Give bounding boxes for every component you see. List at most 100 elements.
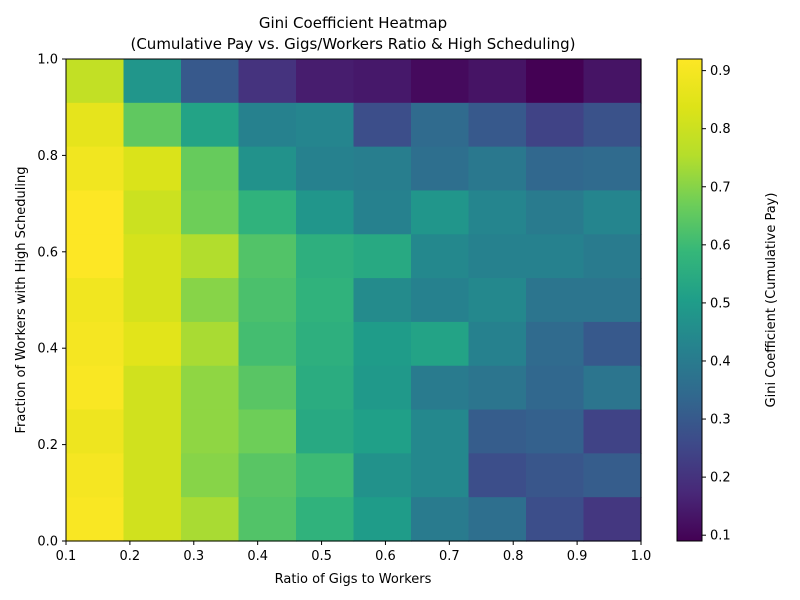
heatmap-cell [123, 102, 182, 148]
colorbar-tick-label: 0.4 [710, 354, 731, 369]
x-tick-label: 0.9 [567, 549, 588, 564]
heatmap-cell [66, 278, 125, 323]
heatmap-cell [123, 365, 182, 411]
heatmap-cell [468, 409, 527, 454]
chart-title-line2: (Cumulative Pay vs. Gigs/Workers Ratio &… [130, 35, 575, 53]
heatmap-cell [66, 146, 125, 192]
heatmap-cell [526, 321, 585, 367]
heatmap-cell [66, 453, 125, 498]
heatmap-cell [181, 234, 240, 279]
heatmap-cell [411, 278, 470, 323]
heatmap-cell [583, 365, 642, 411]
heatmap-cell [468, 102, 527, 148]
heatmap-cell [468, 190, 527, 235]
heatmap-cell [411, 497, 470, 542]
heatmap-cell [526, 365, 585, 411]
y-tick-label: 0.2 [37, 438, 58, 453]
heatmap-cell [468, 497, 527, 542]
heatmap-cell [238, 234, 297, 279]
x-tick-label: 0.6 [375, 549, 396, 564]
heatmap-cell [181, 409, 240, 454]
heatmap-cell [181, 102, 240, 148]
heatmap-cell [296, 102, 355, 148]
heatmap-cell [296, 321, 355, 367]
colorbar-tick-label: 0.1 [710, 529, 731, 544]
y-tick-label: 0.4 [37, 342, 58, 357]
heatmap-cell [468, 453, 527, 498]
heatmap-cell [238, 321, 297, 367]
heatmap-cell [526, 102, 585, 148]
heatmap-cell [353, 321, 412, 367]
heatmap-cell [238, 409, 297, 454]
heatmap-cell [66, 234, 125, 279]
colorbar [676, 58, 703, 542]
y-tick-label: 0.0 [37, 535, 58, 550]
heatmap-cell [123, 321, 182, 367]
heatmap-cell [353, 190, 412, 235]
heatmap-cell [66, 321, 125, 367]
heatmap-cell [583, 102, 642, 148]
heatmap-cell [353, 409, 412, 454]
heatmap-cell [238, 59, 297, 104]
heatmap-cell [181, 453, 240, 498]
colorbar-tick-label: 0.6 [710, 238, 731, 253]
colorbar-tick-label: 0.5 [710, 296, 731, 311]
heatmap-cell [353, 497, 412, 542]
heatmap-cell [411, 365, 470, 411]
x-tick-label: 0.1 [56, 549, 77, 564]
heatmap-cell [66, 365, 125, 411]
heatmap-cell [468, 59, 527, 104]
heatmap-cell [123, 409, 182, 454]
heatmap-cell [296, 453, 355, 498]
heatmap-cell [353, 59, 412, 104]
x-tick-label: 0.4 [247, 549, 268, 564]
y-tick-label: 1.0 [37, 53, 58, 68]
heatmap-cell [583, 321, 642, 367]
x-axis-ticks: 0.1 0.2 0.3 0.4 0.5 0.6 0.7 0.8 0.9 1.0 [56, 541, 652, 564]
heatmap-cell [123, 59, 182, 104]
heatmap-cell [468, 321, 527, 367]
heatmap-cell [583, 59, 642, 104]
y-axis-label: Fraction of Workers with High Scheduling [14, 167, 29, 434]
heatmap-cell [411, 102, 470, 148]
heatmap-cell [353, 234, 412, 279]
heatmap-cell [123, 453, 182, 498]
heatmap-cell [353, 453, 412, 498]
heatmap-cell [296, 146, 355, 192]
heatmap-cell [526, 497, 585, 542]
x-tick-label: 0.3 [183, 549, 204, 564]
heatmap-cell [66, 102, 125, 148]
heatmap-cell [238, 453, 297, 498]
heatmap-cell [526, 453, 585, 498]
heatmap-cell [238, 278, 297, 323]
heatmap-cell [411, 190, 470, 235]
heatmap-cell [181, 190, 240, 235]
heatmap-cell [526, 59, 585, 104]
heatmap-cell [296, 190, 355, 235]
x-tick-label: 1.0 [631, 549, 652, 564]
heatmap-cell [411, 146, 470, 192]
heatmap-cell [353, 146, 412, 192]
heatmap-cell [123, 234, 182, 279]
heatmap-cell [583, 278, 642, 323]
heatmap-cell [238, 102, 297, 148]
heatmap-cell [123, 278, 182, 323]
heatmap-cell [583, 409, 642, 454]
y-axis-ticks: 0.0 0.2 0.4 0.6 0.8 1.0 [37, 53, 66, 550]
heatmap-cell [411, 453, 470, 498]
heatmap-cells [66, 59, 642, 542]
heatmap-cell [526, 234, 585, 279]
heatmap-cell [296, 59, 355, 104]
heatmap-cell [123, 146, 182, 192]
heatmap-cell [468, 365, 527, 411]
colorbar-tick-label: 0.8 [710, 122, 731, 137]
plot-frame [65, 58, 642, 542]
heatmap-cell [583, 497, 642, 542]
heatmap-cell [66, 409, 125, 454]
heatmap-cell [411, 59, 470, 104]
x-tick-label: 0.5 [311, 549, 332, 564]
heatmap-cell [353, 278, 412, 323]
heatmap-cell [526, 278, 585, 323]
heatmap-cell [468, 146, 527, 192]
heatmap-cell [583, 453, 642, 498]
